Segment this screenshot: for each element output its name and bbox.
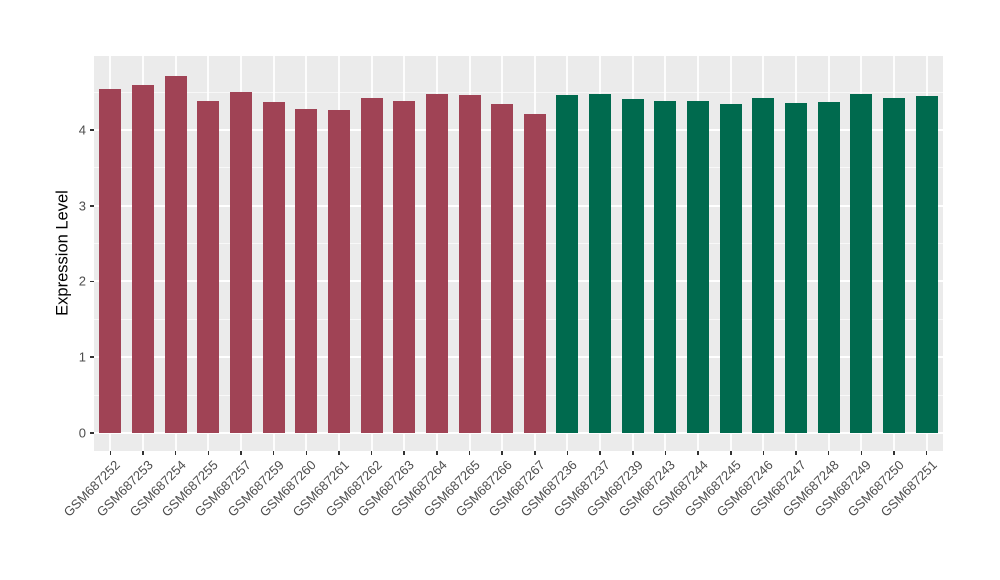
y-tick-label: 3	[78, 198, 86, 214]
y-tick-mark	[89, 205, 94, 207]
gridline-minor	[94, 91, 943, 93]
bar	[458, 95, 481, 433]
y-tick-label: 1	[78, 349, 86, 365]
bar	[752, 98, 775, 433]
x-tick-mark	[860, 451, 863, 455]
bar	[621, 99, 644, 433]
x-tick-mark	[436, 451, 438, 455]
bar	[687, 100, 710, 433]
bar	[491, 104, 514, 433]
bar	[262, 102, 285, 433]
gridline-minor	[94, 243, 943, 245]
bar	[719, 103, 742, 433]
x-tick-mark	[403, 451, 405, 455]
bar	[785, 102, 808, 433]
x-tick-mark	[207, 451, 210, 455]
gridline-major	[94, 129, 943, 132]
x-tick-mark	[109, 451, 112, 455]
x-tick-mark	[697, 451, 699, 455]
gridline-minor	[94, 318, 943, 320]
x-tick-mark	[534, 451, 536, 455]
bar	[850, 93, 873, 433]
bar	[327, 109, 350, 433]
plot-panel	[94, 56, 943, 451]
bar	[425, 93, 448, 433]
bar	[295, 108, 318, 433]
x-tick-mark	[827, 451, 830, 455]
x-tick-mark	[174, 451, 177, 455]
x-tick-mark	[632, 451, 634, 455]
y-tick-label: 0	[78, 425, 86, 441]
bar	[131, 84, 154, 433]
x-tick-mark	[925, 451, 928, 455]
x-tick-mark	[272, 451, 275, 455]
gridline-major	[94, 431, 943, 434]
bar	[915, 96, 938, 433]
bar	[164, 75, 187, 433]
gridline-major	[94, 280, 943, 283]
x-tick-mark	[305, 451, 307, 455]
bar	[229, 92, 252, 433]
x-tick-mark	[730, 451, 732, 455]
bar	[523, 113, 546, 433]
x-tick-mark	[468, 451, 471, 455]
y-tick-mark	[89, 432, 94, 434]
y-tick-label: 4	[78, 122, 86, 138]
gridline-major	[94, 204, 943, 207]
gridline-minor	[94, 167, 943, 169]
x-tick-mark	[370, 451, 373, 455]
x-tick-mark	[566, 451, 569, 455]
bar	[556, 94, 579, 433]
y-tick-label: 2	[78, 273, 86, 289]
gridline-minor	[94, 394, 943, 396]
bar	[883, 97, 906, 433]
x-tick-mark	[142, 451, 144, 455]
x-tick-mark	[664, 451, 667, 455]
bar	[817, 102, 840, 433]
y-tick-mark	[89, 129, 94, 131]
y-tick-mark	[89, 356, 94, 358]
x-tick-mark	[501, 451, 503, 455]
x-tick-mark	[338, 451, 340, 455]
bar	[589, 93, 612, 433]
bar	[197, 101, 220, 433]
bar	[654, 100, 677, 433]
x-tick-mark	[240, 451, 242, 455]
y-tick-mark	[89, 280, 94, 283]
y-axis-title: Expression Level	[53, 190, 72, 316]
bar	[393, 100, 416, 433]
x-tick-mark	[762, 451, 765, 455]
x-tick-mark	[795, 451, 797, 455]
x-tick-mark	[599, 451, 601, 455]
gridline-major	[94, 356, 943, 359]
x-tick-mark	[893, 451, 895, 455]
bar	[99, 89, 122, 433]
bar	[360, 97, 383, 433]
